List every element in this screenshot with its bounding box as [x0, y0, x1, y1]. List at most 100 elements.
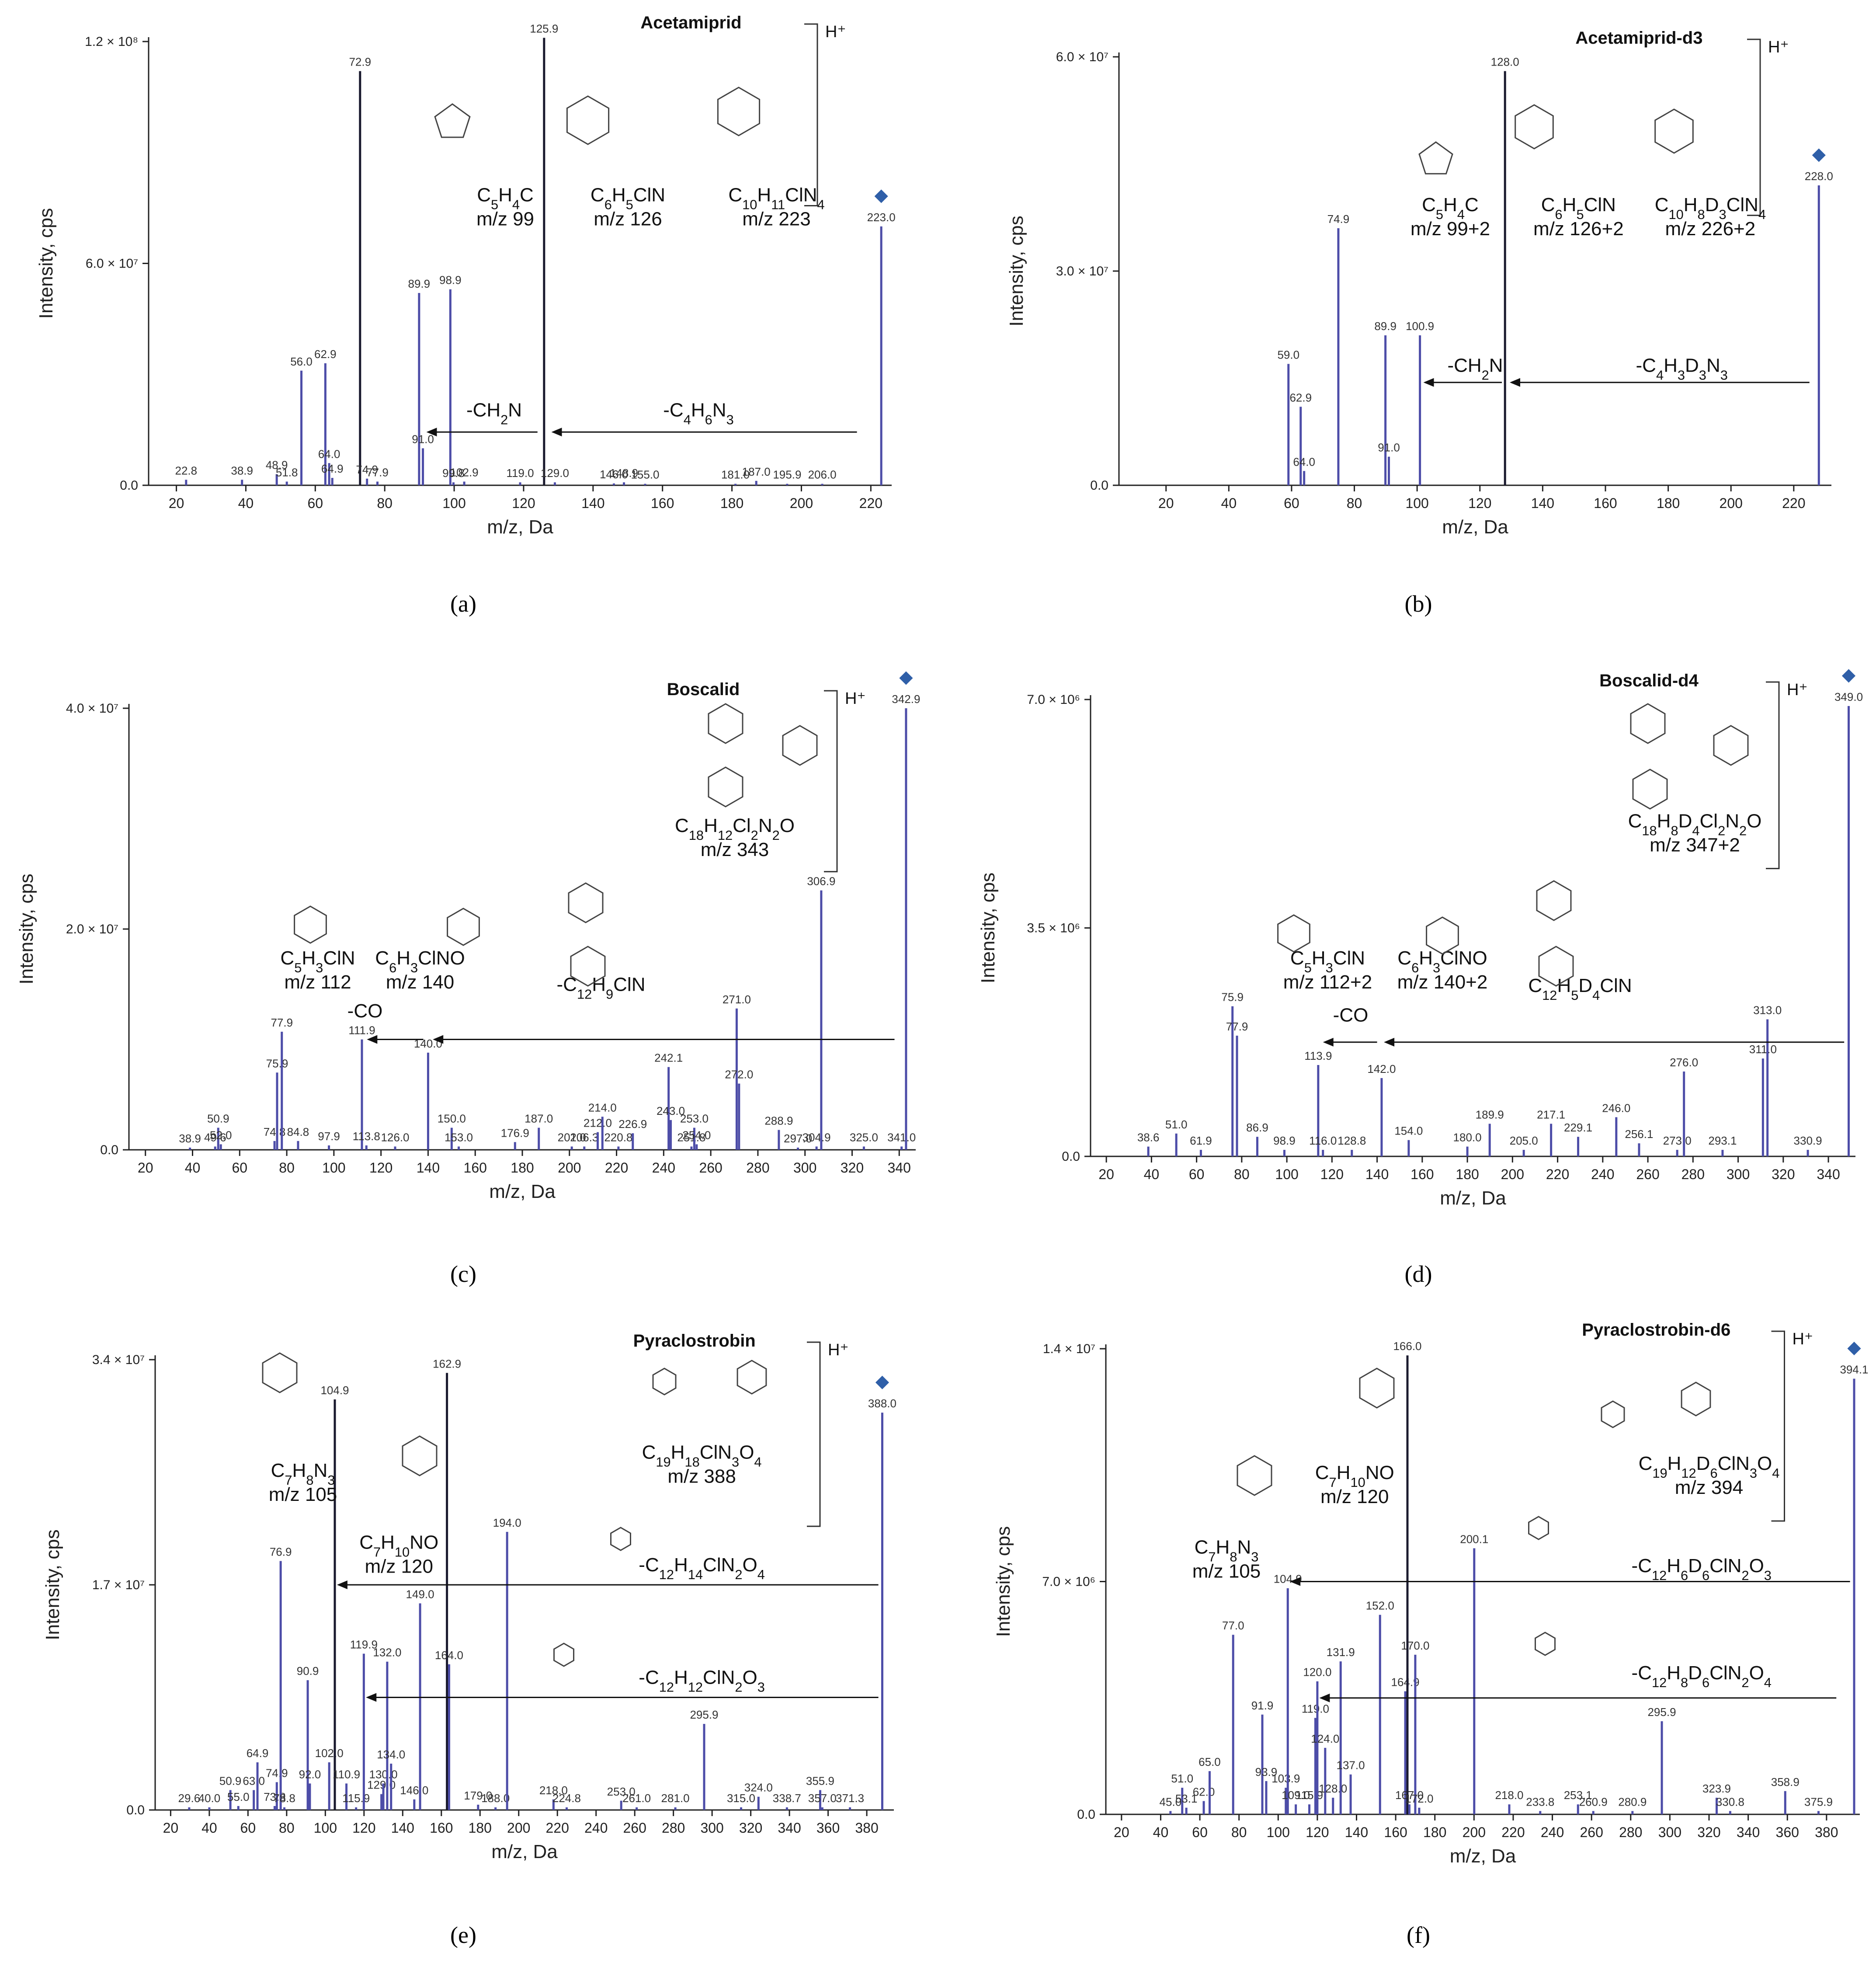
chart-panel-2: 0.0 2.0 × 10⁷ 4.0 × 10⁷ 20 40 60 80 100 120 140 16… [16, 671, 920, 1202]
x-tick-label: 380 [855, 1820, 878, 1836]
peak-label: 212.0 [584, 1117, 612, 1130]
peak-label: 137.0 [1337, 1759, 1365, 1772]
formula-part: N [1489, 355, 1503, 376]
formula-subscript: 5 [294, 960, 302, 975]
peak-label: 200.1 [1460, 1532, 1488, 1545]
x-tick-label: 80 [377, 495, 393, 511]
formula-subscript: 3 [327, 1472, 335, 1487]
formula-subscript: 9 [606, 986, 613, 1002]
x-axis-title: m/z, Da [487, 516, 553, 538]
peak-label: 73.8 [264, 1790, 286, 1803]
fragment-formula: C6H5ClN [1541, 194, 1616, 222]
peak-label: 246.0 [1602, 1101, 1630, 1114]
peak-label: 119.0 [506, 466, 534, 480]
peak-label: 273.0 [1663, 1134, 1692, 1147]
formula-part: -C [663, 400, 683, 421]
peak-label: 371.3 [836, 1792, 864, 1805]
formula-part: -C [639, 1667, 659, 1688]
y-tick-label: 1.4 × 10⁷ [1043, 1342, 1095, 1356]
formula-subscript: 2 [1482, 367, 1489, 383]
formula-part: Cl [733, 815, 751, 836]
formula-subscript: 4 [754, 1454, 761, 1469]
formula-subscript: 3 [1433, 960, 1440, 975]
peak-label: 276.0 [1670, 1056, 1698, 1069]
formula-part: H [1664, 355, 1678, 376]
loss-arrow-head [1323, 1037, 1334, 1047]
formula-part: D [1688, 1555, 1702, 1577]
peak-label: 75.9 [266, 1057, 288, 1070]
x-tick-label: 300 [700, 1820, 723, 1836]
fragment-mz: m/z 99+2 [1410, 218, 1490, 240]
fragment-formula: C5H3ClN [280, 947, 355, 975]
peak-label: 38.9 [179, 1132, 201, 1145]
y-axis-title: Intensity, cps [1006, 216, 1027, 327]
formula-subscript: 4 [512, 197, 520, 212]
formula-part: ClN [1718, 1453, 1750, 1474]
formula-part: H [691, 400, 705, 421]
x-tick-label: 40 [1144, 1166, 1160, 1182]
x-tick-label: 340 [1737, 1824, 1760, 1840]
loss-arrow-head [426, 428, 437, 437]
peak-label: 217.1 [1537, 1108, 1565, 1121]
peak-label: 48.9 [266, 459, 288, 472]
ion-label: H⁺ [1793, 1330, 1813, 1348]
peak-label: 113.8 [353, 1130, 380, 1143]
x-tick-label: 220 [859, 495, 882, 511]
fragment-mz: m/z 126+2 [1533, 218, 1624, 240]
peak-label: 111.9 [348, 1024, 375, 1037]
x-tick-label: 200 [790, 495, 813, 511]
formula-subscript: 6 [1681, 1568, 1688, 1583]
x-tick-label: 280 [746, 1160, 769, 1176]
peak-label: 62.9 [1289, 391, 1312, 404]
peak-label: 72.9 [349, 56, 371, 69]
precursor-bracket [807, 1341, 821, 1527]
formula-subscript: 3 [732, 1454, 739, 1469]
pyridine-ring-icon [294, 905, 327, 944]
phenyl-ring-icon [262, 1352, 298, 1393]
peak-label: 64.0 [318, 447, 340, 460]
peak-label: 52.0 [210, 1128, 232, 1142]
peak-label: 176.9 [501, 1126, 529, 1139]
fragment-formula: -C12H8D6ClN2O4 [1632, 1662, 1772, 1690]
peak-label: 254.0 [682, 1128, 711, 1142]
peak-label: 201.0 [558, 1131, 586, 1144]
y-tick-label: 1.7 × 10⁷ [92, 1578, 145, 1592]
fragment-formula: C18H8D4Cl2N2O [1628, 811, 1762, 839]
ion-label: H⁺ [1787, 681, 1808, 699]
peak-label: 154.0 [1394, 1124, 1423, 1138]
y-tick-label: 7.0 × 10⁶ [1042, 1575, 1095, 1589]
formula-subscript: 3 [1720, 367, 1728, 383]
peak-label: 323.9 [1702, 1782, 1731, 1795]
x-axis-title: m/z, Da [491, 1841, 558, 1862]
formula-subscript: 7 [1329, 1475, 1337, 1490]
formula-subscript: 6 [705, 412, 712, 427]
formula-part: H [396, 947, 410, 969]
peak-label: 325.0 [850, 1131, 878, 1144]
cyclopentadienyl-ring-icon [1418, 141, 1453, 174]
formula-part: C [359, 1532, 373, 1553]
peak-label: 206.0 [808, 468, 837, 481]
formula-subscript: 8 [1671, 823, 1678, 838]
y-tick-label: 1.2 × 10⁸ [85, 35, 138, 49]
peak-label: 38.6 [1137, 1131, 1160, 1144]
chlorophenyl-ring-icon [553, 1643, 574, 1667]
formula-part: D [1688, 1662, 1702, 1684]
x-tick-label: 320 [1697, 1824, 1720, 1840]
formula-subscript: 6 [1702, 1675, 1709, 1690]
loss-arrow-head [1509, 378, 1520, 387]
peak-label: 91.9 [1251, 1699, 1274, 1712]
formula-part: H [1668, 1453, 1681, 1474]
formula-part: O [1747, 811, 1761, 832]
precursor-bracket [824, 690, 838, 873]
phenyl-ring-icon [708, 703, 743, 744]
formula-part: H [1337, 1462, 1351, 1483]
formula-part: H [1563, 194, 1577, 216]
peak-label: 98.9 [1273, 1134, 1296, 1147]
x-tick-label: 120 [1468, 495, 1491, 511]
peak-label: 102.0 [315, 1747, 344, 1760]
peak-label: 324.0 [744, 1781, 773, 1794]
formula-subscript: 18 [1642, 823, 1657, 838]
formula-subscript: 3 [316, 960, 323, 975]
peak-label: 148.9 [610, 466, 638, 480]
